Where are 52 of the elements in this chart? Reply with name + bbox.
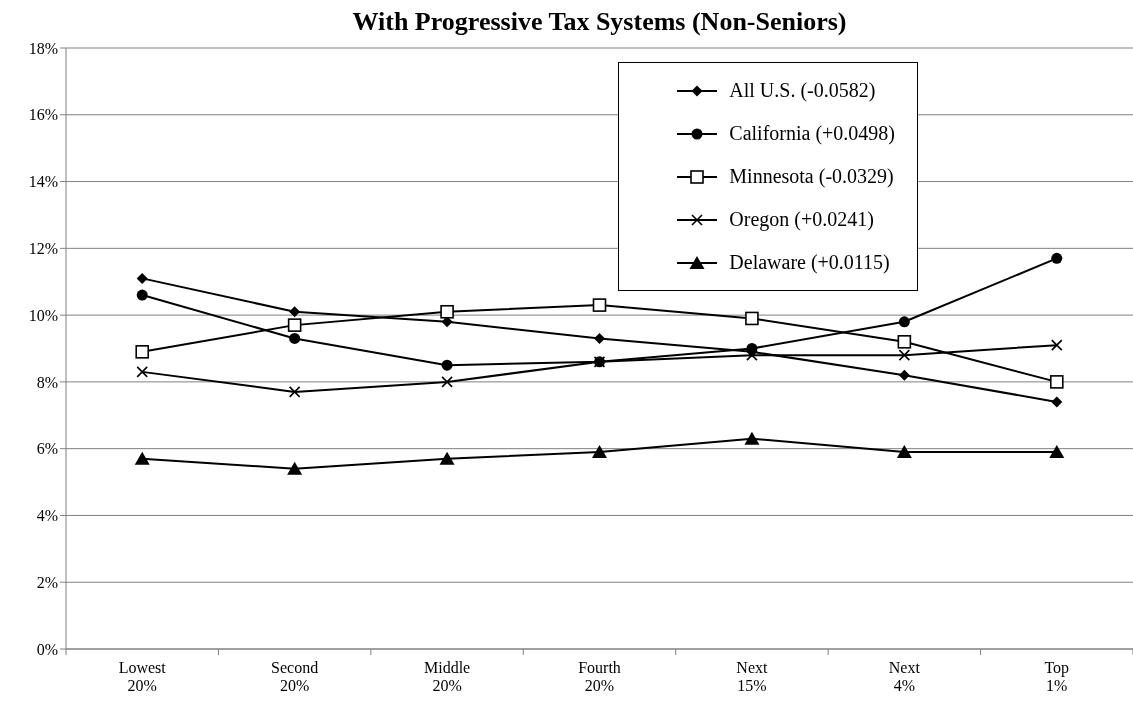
x-tick-label: Next 15%: [736, 659, 769, 694]
chart-title: With Progressive Tax Systems (Non-Seniors): [351, 6, 848, 38]
legend-label: All U.S. (-0.0582): [729, 79, 876, 102]
y-tick-label: 10%: [28, 306, 58, 324]
x-tick-label: Fourth 20%: [578, 659, 621, 694]
point: [1051, 252, 1063, 264]
point: [136, 366, 149, 378]
point: [1050, 339, 1063, 351]
point: [289, 332, 301, 344]
point: [134, 451, 150, 465]
x-tick-label: Top 1%: [1044, 659, 1070, 694]
point: [135, 345, 150, 359]
point: [289, 306, 301, 318]
point: [1049, 445, 1065, 459]
legend-label: Delaware (+0.0115): [729, 251, 890, 274]
point: [897, 335, 912, 349]
point: [441, 359, 453, 371]
point: [136, 289, 148, 301]
legend-label: California (+0.0498): [729, 122, 895, 145]
point: [744, 431, 760, 445]
y-tick-label: 2%: [36, 573, 58, 591]
point: [1049, 375, 1064, 389]
legend-label: Minnesota (-0.0329): [729, 165, 894, 188]
point: [745, 311, 759, 326]
x-tick-label: Second 20%: [271, 659, 319, 694]
point: [288, 386, 301, 398]
point: [898, 316, 910, 328]
point: [594, 332, 605, 344]
point: [896, 445, 912, 459]
y-tick-label: 12%: [28, 240, 58, 258]
point: [439, 451, 455, 465]
point: [592, 298, 607, 312]
point: [440, 304, 454, 319]
point: [136, 272, 148, 284]
point: [1051, 396, 1063, 408]
point: [898, 349, 911, 361]
y-tick-label: 16%: [28, 106, 58, 124]
x-tick-label: Middle 20%: [423, 659, 471, 694]
y-tick-label: 6%: [36, 440, 58, 458]
x-tick-label: Lowest 20%: [118, 659, 167, 694]
point: [592, 445, 607, 459]
y-tick-label: 8%: [36, 373, 58, 391]
y-tick-label: 4%: [36, 507, 58, 525]
y-tick-label: 14%: [28, 173, 58, 191]
legend-label: Oregon (+0.0241): [729, 208, 874, 231]
point: [287, 318, 302, 332]
y-tick-label: 0%: [36, 640, 58, 658]
x-tick-label: Next 4%: [888, 659, 921, 694]
y-tick-label: 18%: [28, 39, 58, 57]
point: [898, 369, 910, 381]
point: [441, 376, 453, 388]
point: [287, 461, 303, 475]
